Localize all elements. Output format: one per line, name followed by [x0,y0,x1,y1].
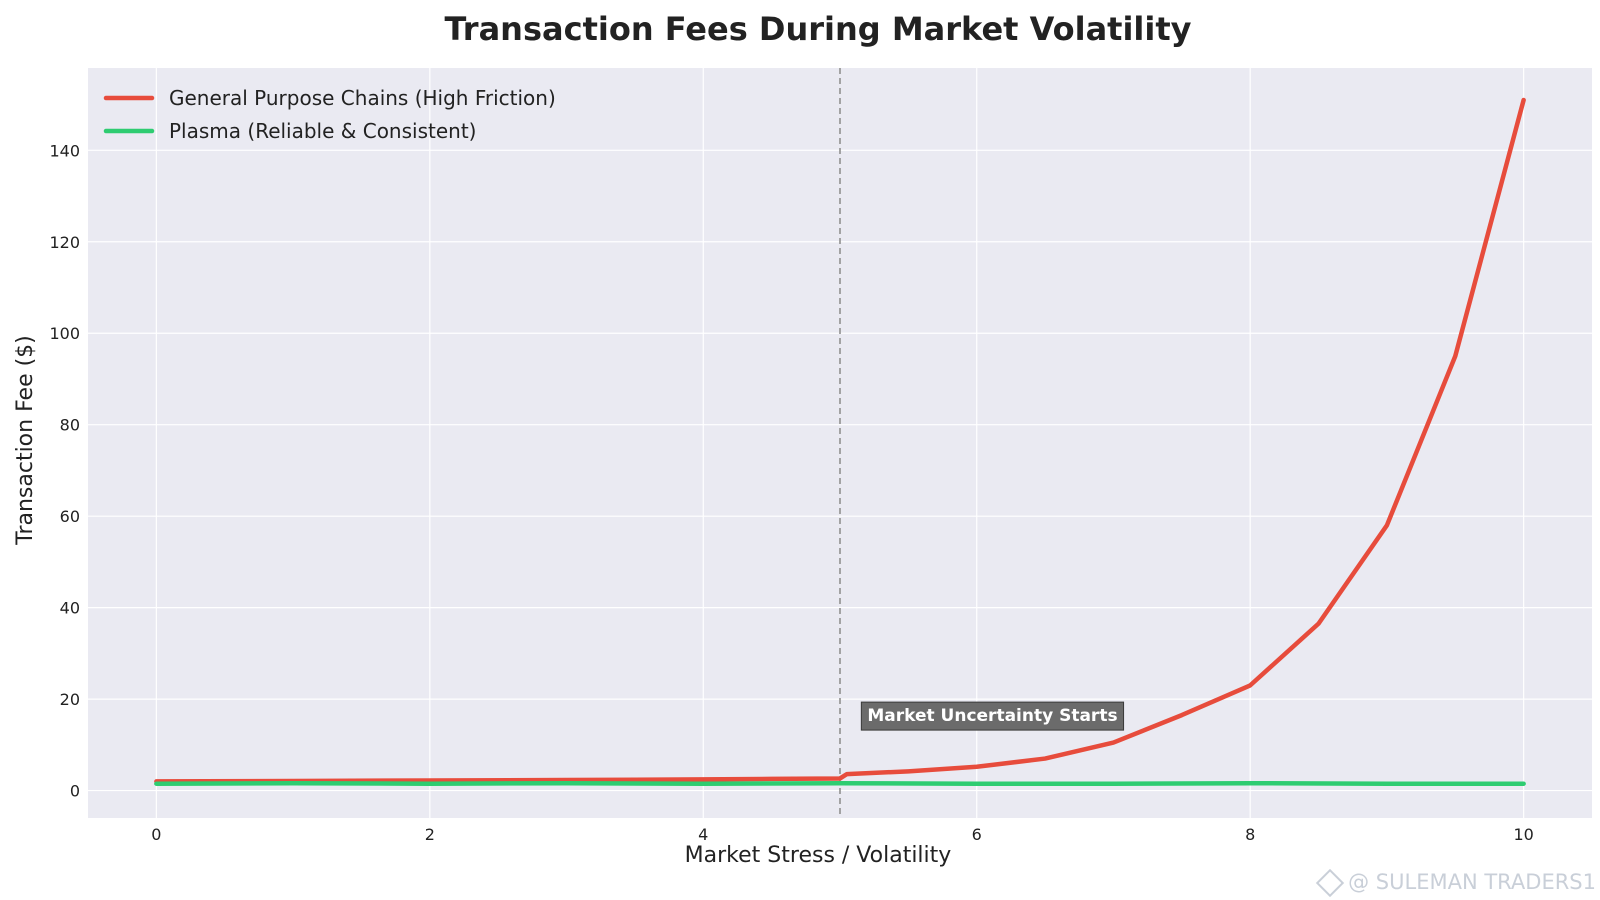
x-tick-label: 6 [972,825,982,844]
y-tick-label: 100 [49,324,80,343]
y-tick-label: 60 [60,507,80,526]
x-tick-label: 4 [698,825,708,844]
x-axis-ticks: 0 2 4 6 8 10 [151,825,1534,844]
legend-label-plasma: Plasma (Reliable & Consistent) [169,119,476,143]
x-tick-label: 8 [1245,825,1255,844]
chart-title: Transaction Fees During Market Volatilit… [444,10,1191,48]
annotation-box [860,701,1125,731]
x-tick-label: 2 [425,825,435,844]
annotation: Market Uncertainty Starts [860,701,1125,731]
annotation-text: Market Uncertainty Starts [867,706,1117,726]
y-tick-label: 140 [49,141,80,160]
series-lines [154,97,1526,786]
legend-label-general-purpose: General Purpose Chains (High Friction) [169,86,556,110]
x-tick-label: 10 [1513,825,1533,844]
y-tick-label: 20 [60,690,80,709]
legend: General Purpose Chains (High Friction) P… [103,86,556,143]
y-axis-ticks: 0 20 40 60 80 100 120 140 [49,141,80,800]
watermark-text: @ SULEMAN TRADERS1 [1348,870,1596,894]
x-tick-label: 0 [151,825,161,844]
series-line-0 [154,97,1526,784]
y-tick-label: 120 [49,233,80,252]
y-tick-label: 80 [60,416,80,435]
x-axis-label: Market Stress / Volatility [685,843,952,868]
y-tick-label: 40 [60,599,80,618]
y-tick-label: 0 [70,782,80,801]
y-axis-label: Transaction Fee ($) [13,335,38,546]
diamond-logo-icon [1315,868,1345,898]
watermark: @ SULEMAN TRADERS1 [1315,868,1596,898]
